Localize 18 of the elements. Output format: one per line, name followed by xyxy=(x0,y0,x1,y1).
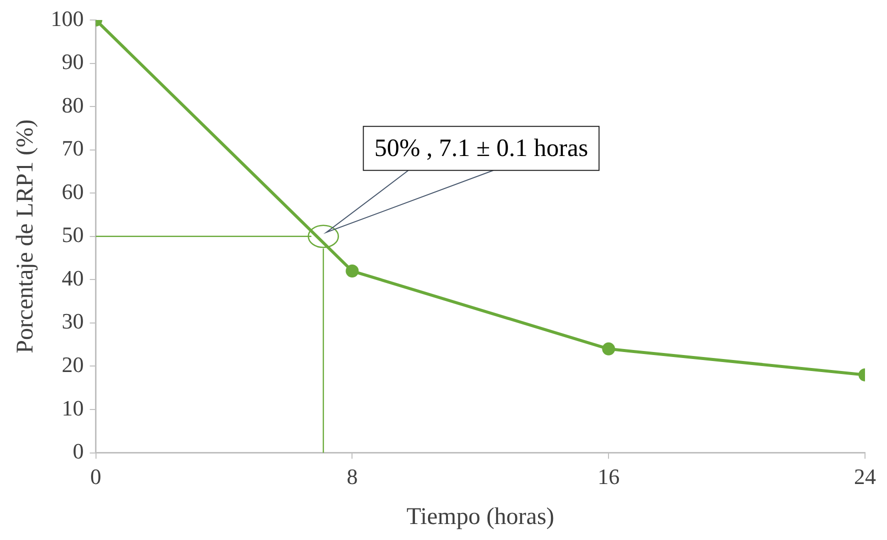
x-tick-label: 24 xyxy=(854,464,876,489)
y-tick-label: 50 xyxy=(62,222,84,248)
x-axis-title: Tiempo (horas) xyxy=(406,504,554,530)
x-tick-label: 0 xyxy=(90,464,102,489)
x-tick-label: 8 xyxy=(346,464,358,489)
y-tick-label: 70 xyxy=(62,136,84,161)
annotation: 50% , 7.1 ± 0.1 horas xyxy=(374,134,588,162)
y-tick-label: 30 xyxy=(62,308,84,334)
y-tick-label: 0 xyxy=(72,438,84,464)
x-tick-label: 16 xyxy=(598,464,620,489)
y-tick-label: 90 xyxy=(62,49,84,74)
y-axis-title: Porcentaje de LRP1 (%) xyxy=(12,119,39,354)
y-tick-label: 100 xyxy=(50,6,84,31)
y-tick-label: 40 xyxy=(62,265,84,290)
y-tick-label: 10 xyxy=(62,395,84,420)
y-tick-label: 60 xyxy=(62,178,84,204)
y-tick-label: 80 xyxy=(62,92,84,118)
y-tick-label: 20 xyxy=(62,352,84,378)
